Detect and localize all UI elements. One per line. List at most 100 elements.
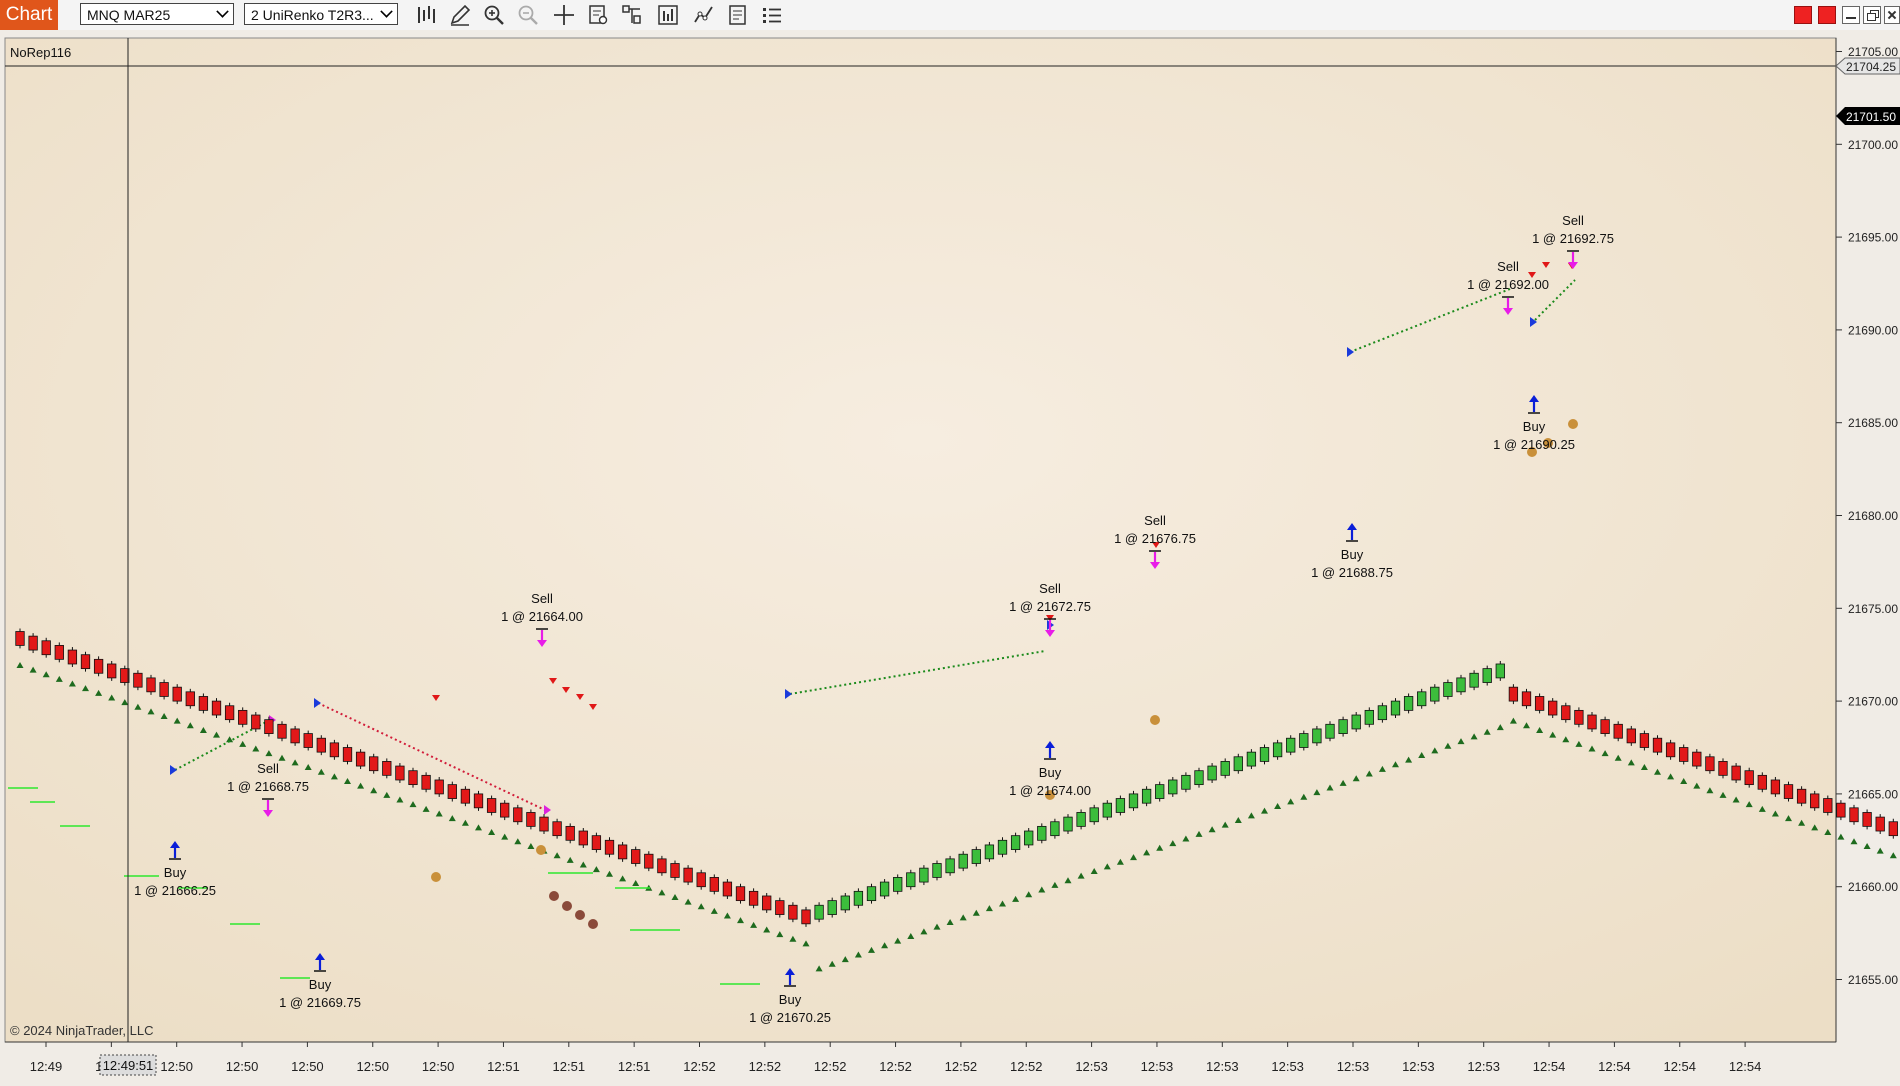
link-indicator-red-2[interactable] [1818,6,1836,24]
signal-dot [575,910,585,920]
trailing-stop-marker [1038,886,1046,893]
crosshair-icon[interactable] [552,3,576,27]
up-bar [1037,825,1047,841]
time-tick-label: 12:50 [422,1059,455,1074]
down-bar [1705,756,1715,772]
time-tick-label: 12:53 [1206,1059,1239,1074]
time-tick-label: 12:53 [1075,1059,1108,1074]
price-chart[interactable]: Buy 1 @ 21666.25 Sell 1 @ 21668.75 Buy 1 @ 21… [0,30,1900,1086]
up-bar [958,853,968,869]
time-tick-label: 12:54 [1533,1059,1566,1074]
trailing-stop-marker [1182,835,1190,842]
trailing-stop-marker [1378,765,1386,772]
up-bar [853,890,864,906]
up-bar [971,849,981,864]
trailing-stop-marker [1732,796,1740,803]
restore-button[interactable] [1863,6,1881,24]
chevron-down-icon [380,5,393,18]
buy-arrow-head-icon [170,841,180,848]
signal-start-marker [1347,347,1354,357]
data-box-icon[interactable] [586,3,610,27]
trailing-stop-marker [186,722,194,729]
warning-triangle [1152,542,1160,548]
svg-text:12:49:51: 12:49:51 [103,1058,154,1073]
instrument-value: MNQ MAR25 [87,7,171,23]
trailing-stop-marker [1077,872,1085,879]
warning-triangle [1542,262,1550,268]
signal-dot [562,901,572,911]
down-bar [722,881,733,897]
price-tick-label: 21685.00 [1848,416,1898,430]
down-bar [408,770,418,786]
trailing-stop-marker [1012,895,1020,902]
sell-trade-marker: Sell 1 @ 21676.75 [1114,513,1196,569]
up-bar [840,895,850,911]
trailing-stop-marker [1509,717,1517,724]
up-bar [1325,723,1335,739]
up-bar [1299,733,1309,748]
down-bar [198,696,209,711]
time-tick-label: 12:54 [1663,1059,1696,1074]
trade-side-label: Buy [1523,419,1546,434]
renko-bars-layer [15,628,1898,927]
trailing-stop-marker [1850,838,1858,845]
link-indicator-red[interactable] [1794,6,1812,24]
trailing-stop-marker [82,685,89,692]
trailing-stop-marker [1824,829,1832,836]
down-bar [1639,733,1650,748]
time-axis: 12:4912:5012:5012:5012:5012:5012:5012:51… [30,1042,1761,1074]
trailing-stop-marker [121,699,129,706]
copyright-text: © 2024 NinjaTrader, LLC [10,1023,154,1038]
trailing-stop-marker [1693,782,1701,789]
down-bar [801,909,811,925]
last-price-flag: 21701.50 [1836,107,1900,125]
bars-icon[interactable] [414,3,438,27]
down-bar [316,737,326,753]
trailing-stop-marker [1274,803,1282,810]
down-bar [1757,774,1767,790]
sell-arrow-head-icon [1568,262,1578,269]
down-bar [1534,696,1545,711]
time-tick-label: 12:53 [1271,1059,1304,1074]
pencil-icon[interactable] [448,3,472,27]
trailing-stop-marker [370,787,378,794]
indicators-icon[interactable] [656,3,680,27]
templates-icon[interactable] [726,3,750,27]
zoom-out-icon[interactable] [516,3,540,27]
trailing-stop-marker [920,928,928,935]
close-button[interactable] [1884,6,1900,24]
list-icon[interactable] [760,3,784,27]
bar-type-select[interactable]: 2 UniRenko T2R3... [244,3,398,25]
chart-tab[interactable]: Chart [0,0,58,30]
properties-icon[interactable] [620,3,644,27]
down-bar [513,807,523,823]
zoom-in-icon[interactable] [482,3,506,27]
trailing-stop-marker [239,740,247,747]
trailing-stop-marker [134,703,142,710]
warning-triangle [432,695,440,701]
buy-arrow-head-icon [1347,523,1357,530]
trade-side-label: Sell [1497,259,1519,274]
instrument-select[interactable]: MNQ MAR25 [80,3,234,25]
trailing-stop-marker [108,694,116,701]
trailing-stop-marker [1365,770,1373,777]
trailing-stop-marker [1208,826,1216,833]
minimize-button[interactable] [1842,6,1860,24]
down-bar [395,765,405,781]
down-bar [1652,737,1663,753]
strategies-icon[interactable] [692,3,716,27]
down-bar [604,839,615,855]
up-bar [1155,784,1165,799]
down-bar [631,849,641,864]
trailing-stop-marker [1313,789,1321,796]
down-bar [1548,700,1558,716]
up-bar [1495,663,1505,679]
sell-arrow-head-icon [537,640,547,647]
down-bar [1600,719,1610,734]
trailing-stop-marker [1418,751,1426,758]
time-tick-label: 12:50 [291,1059,324,1074]
up-bar [1115,798,1126,813]
trailing-stop-marker [213,731,220,738]
down-bar [290,728,300,744]
down-bar [421,774,431,790]
